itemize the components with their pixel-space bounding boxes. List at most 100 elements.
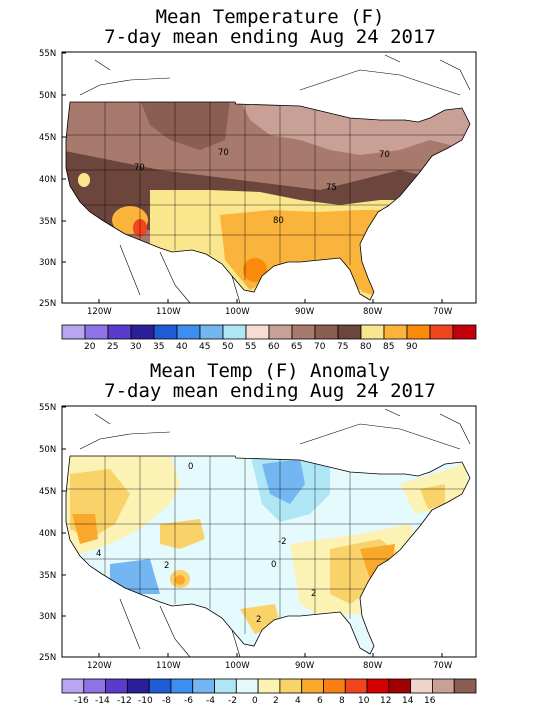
panel2-colorbar-label: -8 [162,696,171,706]
panel2-contour-label: 2 [164,561,169,571]
panel1-contour-label: 70 [134,163,145,173]
panel2-colorbar-label: 12 [380,696,391,706]
panel1-colorbar-label: 35 [153,342,164,352]
panel1-colorbar-label: 90 [406,342,418,352]
panel1-colorbar-swatch [153,324,178,340]
panel1-colorbar-swatch [406,324,431,340]
panel2-colorbar-swatch [192,678,215,694]
panel1-colorbar-label: 40 [176,342,188,352]
panel1-map: 70 70 75 80 70 55N 50N 45N 40N 35N 30N 2… [39,49,477,352]
panel2-lat-label: 50N [39,445,56,455]
panel2-colorbar-swatch [126,678,150,694]
panel2-contour-label: 2 [256,615,261,625]
panel1-colorbar-swatch [429,324,454,340]
panel1-colorbar-swatch [291,324,316,340]
panel2-colorbar-label: 0 [252,696,258,706]
panel2-colorbar-label: 8 [339,696,345,706]
panel2-colorbar-label: 16 [424,696,436,706]
panel2-colorbar-swatch [432,678,455,694]
panel1-colorbar [61,324,477,340]
panel1-colorbar-swatch [383,324,408,340]
panel2-colorbar-label: -12 [117,696,132,706]
panel1-colorbar-swatch [268,324,293,340]
panel2-lon-label: 110W [156,661,181,671]
panel2-colorbar-swatch [301,678,324,694]
panel2-colorbar-labels: -16 -14 -12 -10 -8 -6 -4 -2 0 2 4 6 8 10… [74,696,436,706]
panel2-neighbor-coasts [79,408,471,658]
panel2-colorbar-swatch [410,678,433,694]
panel2-lat-label: 40N [39,529,56,539]
panel2-colorbar-label: -14 [95,696,110,706]
panel1-colorbar-swatch [360,324,385,340]
panel2-colorbar-swatch [323,678,346,694]
panel1-colorbar-swatch [337,324,362,340]
panel1-colorbar-labels: 20 25 30 35 40 45 50 55 60 65 70 75 80 8… [84,342,418,352]
panel2-lon-axis: 120W 110W 100W 90W 80W 70W [87,661,453,671]
panel2-contour-label: 0 [188,462,193,472]
panel2-colorbar-label: -16 [74,696,89,706]
panel1-lat-label: 35N [39,217,56,227]
panel2-contour-labels: 0 -2 0 2 2 4 2 [96,462,316,625]
panel2-contour-label: 4 [96,549,101,559]
panel2-title-line2: 7-day mean ending Aug 24 2017 [104,380,436,402]
panel2-colorbar-swatch [388,678,412,694]
panel1-lon-label: 90W [295,307,315,317]
panel1-neighbor-coasts [79,54,471,304]
panel1-colorbar-label: 20 [84,342,96,352]
panel1-colorbar-swatch [452,324,477,340]
panel2-colorbar-label: 4 [295,696,301,706]
panel1-colorbar-swatch [84,324,109,340]
panel2-contour-label: -2 [278,537,286,547]
panel1-contour-label: 70 [218,148,229,158]
panel1-lon-label: 100W [225,307,250,317]
panel2-lat-label: 45N [39,487,56,497]
panel1-lat-label: 45N [39,133,56,143]
panel2-lat-axis: 55N 50N 45N 40N 35N 30N 25N [39,403,56,663]
panel1-title-line2: 7-day mean ending Aug 24 2017 [104,26,436,48]
panel1-colorbar-swatch [61,324,86,340]
panel1-lon-axis: 120W 110W 100W 90W 80W 70W [87,307,453,317]
panel2-contour-label: 0 [271,560,276,570]
panel1-colorbar-label: 55 [245,342,256,352]
panel1-colorbar-label: 75 [337,342,348,352]
panel1-contour-label: 70 [379,150,390,160]
panel1-us-outline [65,101,471,301]
panel1-colorbar-label: 30 [130,342,142,352]
panel2-colorbar-swatch [105,678,128,694]
panel2-colorbar-label: 2 [273,696,279,706]
panel2-colorbar-label: -4 [206,696,215,706]
panel2-lon-label: 120W [87,661,112,671]
panel1-lat-label: 55N [39,49,56,59]
panel1-title-line1: Mean Temperature (F) [155,6,385,28]
panel2-colorbar-swatch [453,678,477,694]
panel2-colorbar [61,678,477,694]
panel1-colorbar-label: 45 [199,342,210,352]
panel2-colorbar-swatch [366,678,390,694]
panel2-colorbar-swatch [279,678,303,694]
panel2-colorbar-label: -6 [184,696,193,706]
panel1-lat-label: 30N [39,258,56,268]
panel1-lat-label: 25N [39,299,56,309]
panel2-contour-label: 2 [311,589,316,599]
panel2-colorbar-swatch [61,678,85,694]
panel1-colorbar-swatch [199,324,224,340]
panel1-lat-label: 40N [39,175,56,185]
panel2-colorbar-swatch [344,678,368,694]
panel1-colorbar-label: 60 [268,342,280,352]
panel2-colorbar-swatch [235,678,259,694]
panel2-colorbar-label: -10 [138,696,153,706]
panel1-colorbar-label: 50 [222,342,234,352]
panel2-lat-label: 25N [39,653,56,663]
panel1-colorbar-swatch [245,324,270,340]
panel2-lon-label: 90W [295,661,315,671]
panel2-lon-label: 80W [363,661,383,671]
panel2-colorbar-swatch [170,678,194,694]
panel2-map: 0 -2 0 2 2 4 2 55N 50N 45N 40N 35N 30N 2… [39,403,477,706]
panel1-colorbar-swatch [130,324,155,340]
panel1-colorbar-label: 25 [107,342,118,352]
panel1-lon-label: 80W [363,307,383,317]
panel2-title-line1: Mean Temp (F) Anomaly [149,360,391,382]
panel1-contour-label: 80 [273,216,284,226]
panel1-lon-label: 110W [156,307,181,317]
panel1-colorbar-label: 65 [291,342,302,352]
